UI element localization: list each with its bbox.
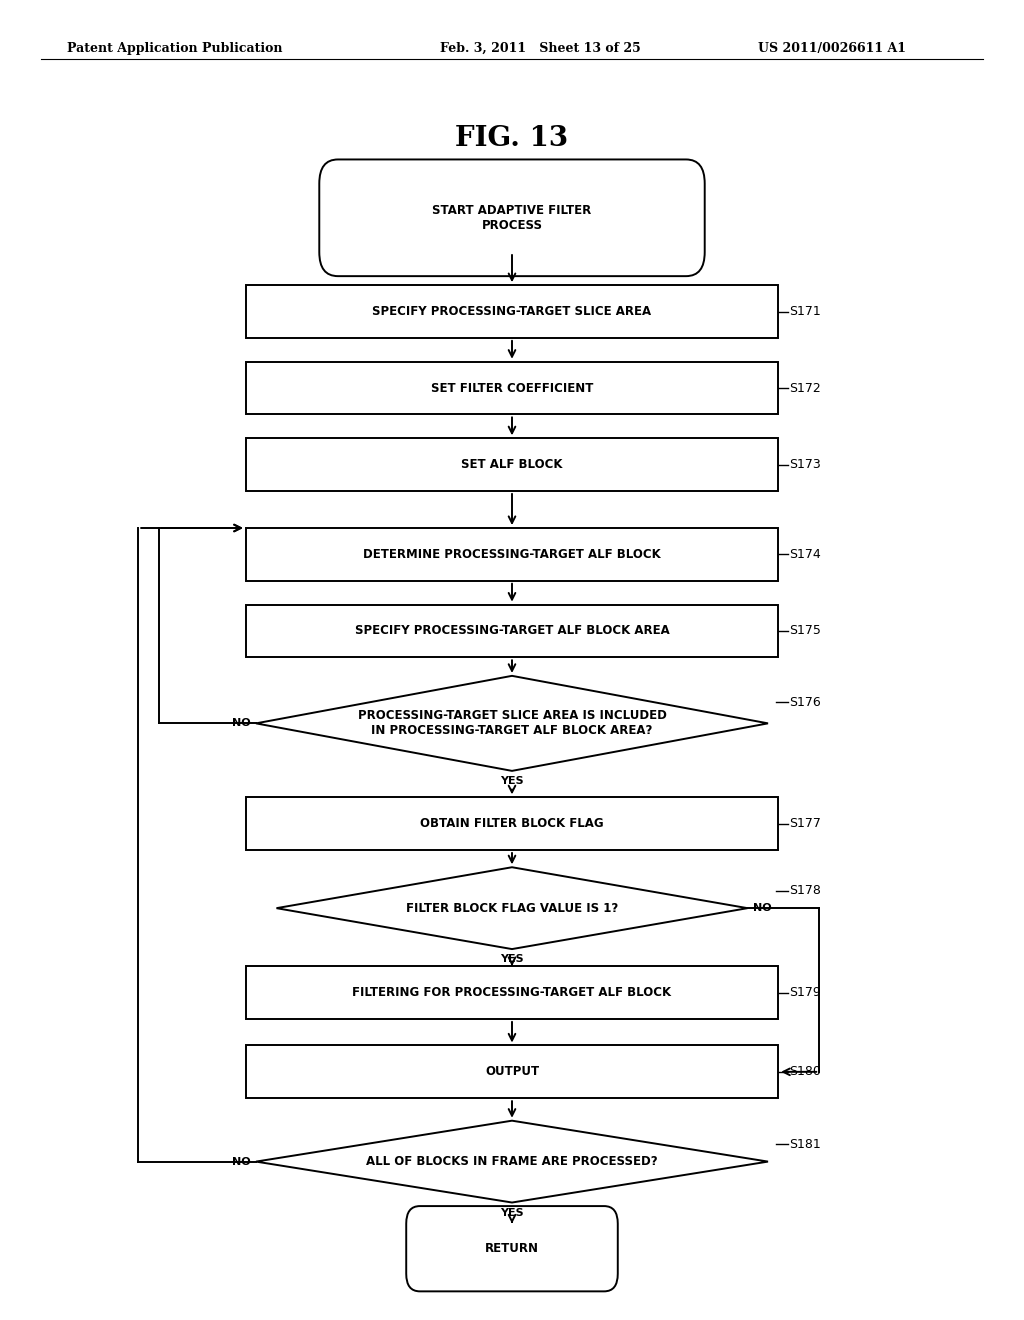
Text: SET ALF BLOCK: SET ALF BLOCK [461,458,563,471]
Text: Patent Application Publication: Patent Application Publication [67,42,282,55]
Text: OBTAIN FILTER BLOCK FLAG: OBTAIN FILTER BLOCK FLAG [420,817,604,830]
Text: S175: S175 [790,624,821,638]
Text: SPECIFY PROCESSING-TARGET SLICE AREA: SPECIFY PROCESSING-TARGET SLICE AREA [373,305,651,318]
Bar [246,605,778,657]
Text: Feb. 3, 2011   Sheet 13 of 25: Feb. 3, 2011 Sheet 13 of 25 [440,42,641,55]
Text: NO: NO [753,903,771,913]
Text: FIG. 13: FIG. 13 [456,125,568,152]
Text: NO: NO [232,1156,251,1167]
Text: SET FILTER COEFFICIENT: SET FILTER COEFFICIENT [431,381,593,395]
Text: OUTPUT: OUTPUT [485,1065,539,1078]
Text: FILTERING FOR PROCESSING-TARGET ALF BLOCK: FILTERING FOR PROCESSING-TARGET ALF BLOC… [352,986,672,999]
Text: S177: S177 [790,817,821,830]
Bar [246,362,778,414]
Text: YES: YES [500,954,524,965]
Text: SPECIFY PROCESSING-TARGET ALF BLOCK AREA: SPECIFY PROCESSING-TARGET ALF BLOCK AREA [354,624,670,638]
Polygon shape [256,676,768,771]
Text: PROCESSING-TARGET SLICE AREA IS INCLUDED
IN PROCESSING-TARGET ALF BLOCK AREA?: PROCESSING-TARGET SLICE AREA IS INCLUDED… [357,709,667,738]
Text: S171: S171 [790,305,821,318]
Text: S181: S181 [790,1138,821,1151]
Text: NO: NO [232,718,251,729]
Polygon shape [256,1121,768,1203]
Text: FILTER BLOCK FLAG VALUE IS 1?: FILTER BLOCK FLAG VALUE IS 1? [406,902,618,915]
Text: S173: S173 [790,458,821,471]
Text: YES: YES [500,1208,524,1218]
FancyBboxPatch shape [319,160,705,276]
Text: RETURN: RETURN [485,1242,539,1255]
Text: S178: S178 [790,884,821,898]
Text: S172: S172 [790,381,821,395]
Bar [246,528,778,581]
Text: S180: S180 [790,1065,821,1078]
FancyBboxPatch shape [407,1206,617,1291]
Bar [246,285,778,338]
Text: S176: S176 [790,696,821,709]
Text: YES: YES [500,776,524,787]
Text: US 2011/0026611 A1: US 2011/0026611 A1 [758,42,906,55]
Text: S174: S174 [790,548,821,561]
Bar [246,438,778,491]
Bar [246,966,778,1019]
Bar [246,797,778,850]
Text: ALL OF BLOCKS IN FRAME ARE PROCESSED?: ALL OF BLOCKS IN FRAME ARE PROCESSED? [367,1155,657,1168]
Text: DETERMINE PROCESSING-TARGET ALF BLOCK: DETERMINE PROCESSING-TARGET ALF BLOCK [364,548,660,561]
Text: START ADAPTIVE FILTER
PROCESS: START ADAPTIVE FILTER PROCESS [432,203,592,232]
Text: S179: S179 [790,986,821,999]
Bar [246,1045,778,1098]
Polygon shape [276,867,748,949]
